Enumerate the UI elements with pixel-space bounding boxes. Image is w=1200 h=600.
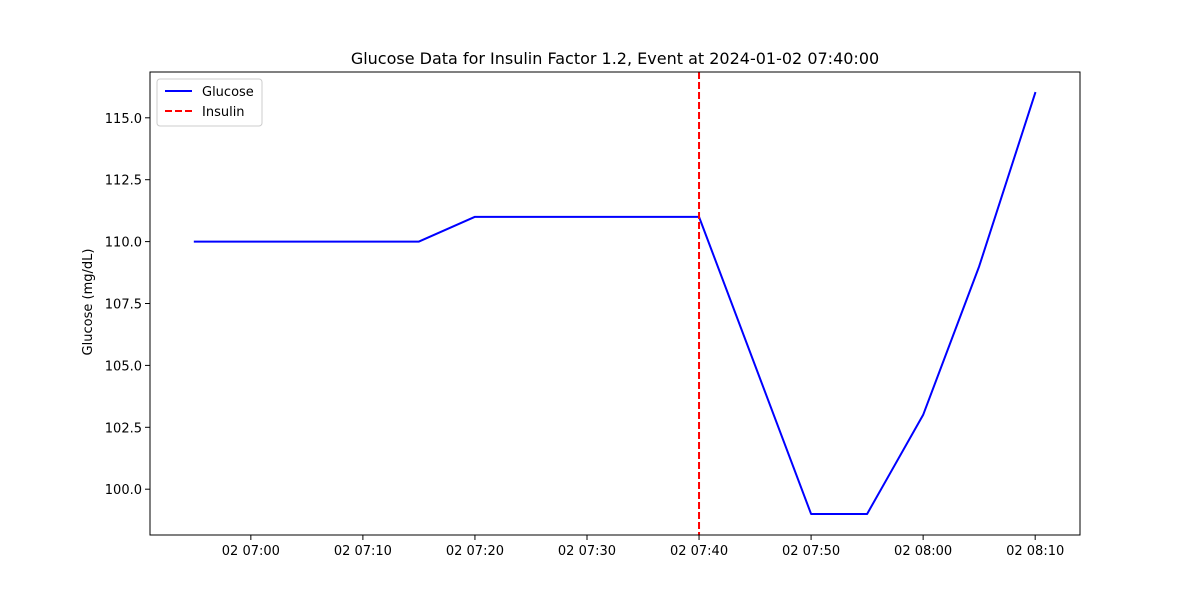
- y-tick-label: 100.0: [105, 483, 142, 498]
- y-tick-label: 102.5: [105, 421, 142, 436]
- x-tick-label: 02 08:10: [1006, 544, 1064, 559]
- x-tick-label: 02 07:00: [222, 544, 280, 559]
- x-tick-label: 02 07:20: [446, 544, 504, 559]
- y-tick-label: 112.5: [105, 174, 142, 189]
- axes-frame: [149, 71, 1081, 536]
- y-tick-label: 115.0: [105, 112, 142, 127]
- legend: Glucose Insulin: [156, 78, 263, 127]
- x-tick-label: 02 07:30: [558, 544, 616, 559]
- x-tick-label: 02 07:50: [782, 544, 840, 559]
- series-line-0: [193, 91, 1037, 515]
- x-tick-label: 02 08:00: [894, 544, 952, 559]
- legend-label: Glucose: [202, 85, 254, 100]
- x-tick-label: 02 07:40: [670, 544, 728, 559]
- plot-area: [149, 71, 1081, 536]
- y-tick-label: 110.0: [105, 236, 142, 251]
- x-axis: 02 07:00 02 07:10 02 07:20 02 07:30 02 07:40…: [222, 535, 1064, 559]
- chart-title: Glucose Data for Insulin Factor 1.2, Eve…: [351, 49, 879, 68]
- y-axis-label: Glucose (mg/dL): [81, 249, 96, 356]
- y-tick-label: 107.5: [105, 298, 142, 313]
- x-tick-label: 02 07:10: [334, 544, 392, 559]
- y-tick-label: 105.0: [105, 359, 142, 374]
- y-axis: 100.0 102.5 105.0 107.5 110.0 112.5 115.0: [105, 112, 150, 498]
- legend-label: Insulin: [202, 105, 245, 120]
